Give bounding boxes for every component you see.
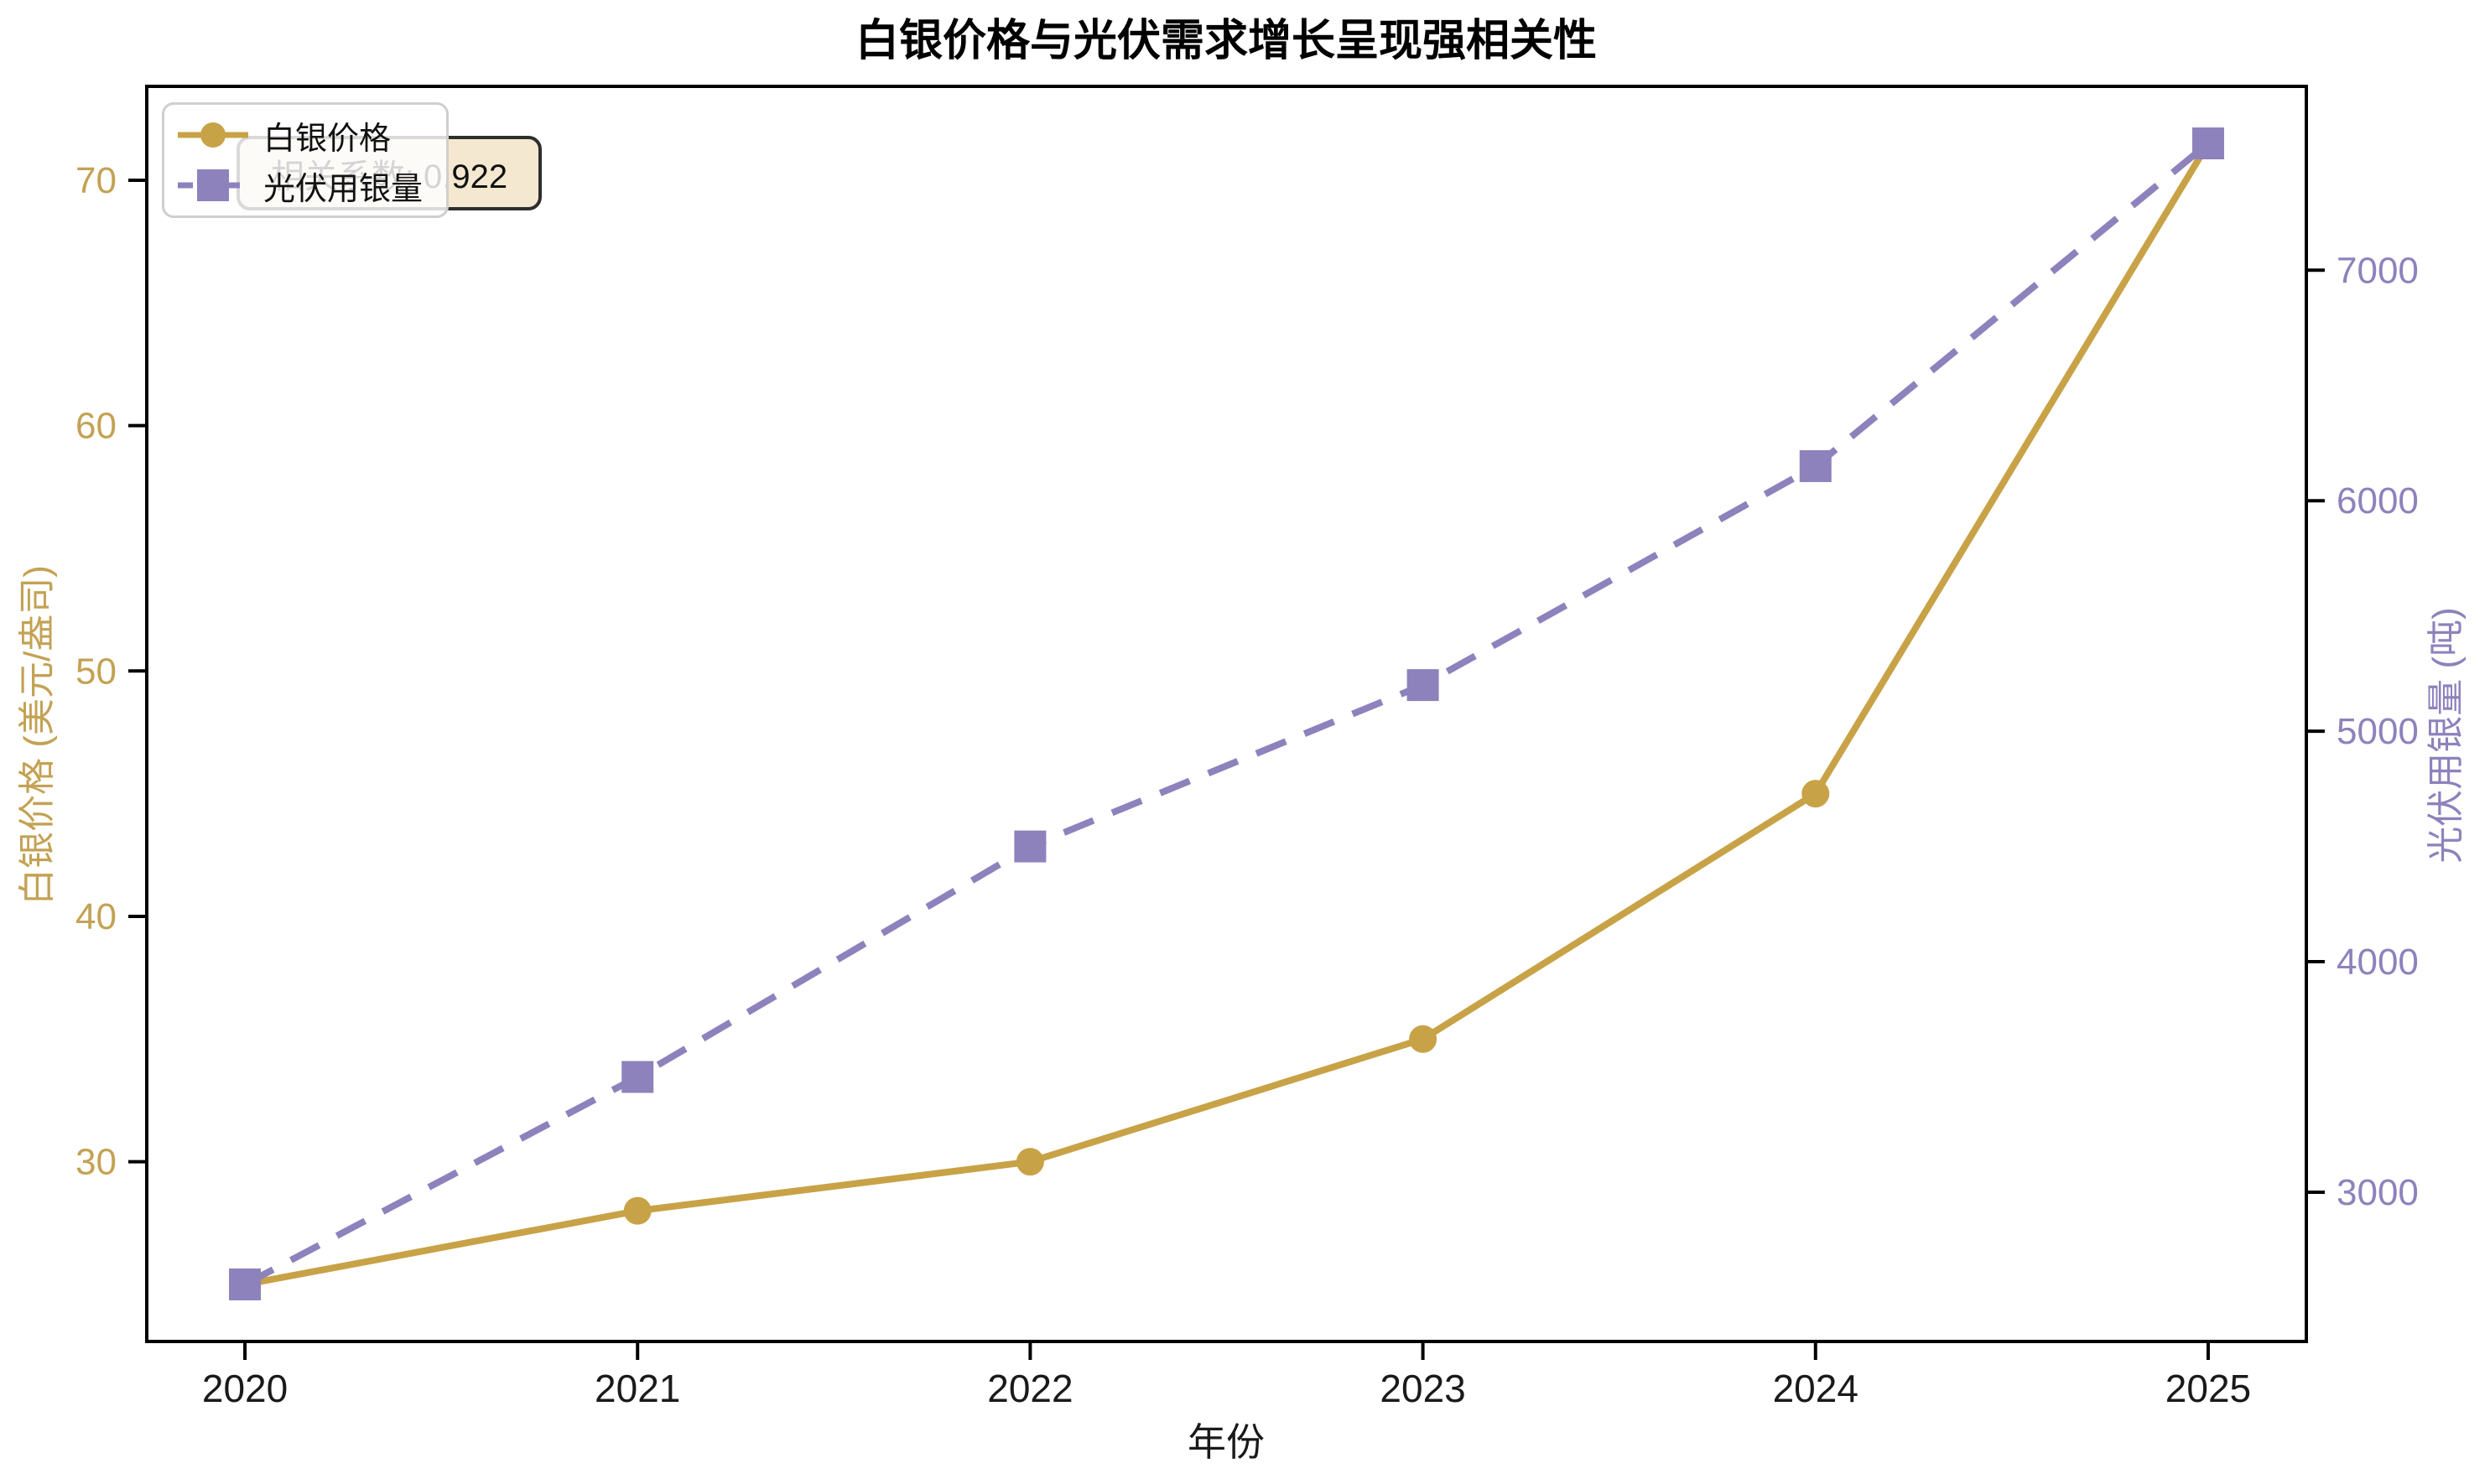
y-right-axis-title: 光伏用银量 (吨): [2425, 607, 2467, 864]
pv-silver-point-marker: [229, 1268, 262, 1300]
legend: 白银价格 光伏用银量: [162, 102, 449, 218]
legend-item-pv-silver: 光伏用银量: [164, 162, 446, 209]
y-left-tick-label: 50: [75, 651, 117, 692]
x-tick-label: 2022: [987, 1367, 1073, 1410]
silver-price-point-marker: [1409, 1025, 1437, 1053]
y-right-tick-label: 4000: [2337, 942, 2419, 983]
pv-silver-point-marker: [1799, 449, 1832, 482]
x-tick-label: 2020: [202, 1367, 288, 1410]
x-axis-title: 年份: [1188, 1420, 1265, 1464]
y-left-tick-label: 70: [75, 160, 117, 201]
pv-silver-point-marker: [2191, 127, 2224, 160]
axes-frame: [145, 85, 2308, 1343]
x-tick-label: 2025: [2165, 1367, 2251, 1410]
pv-silver-point-marker: [621, 1061, 654, 1093]
pv-silver-point-marker: [1014, 830, 1047, 863]
silver-price-point-marker: [623, 1196, 652, 1225]
chart-title: 白银价格与光伏需求增长呈现强相关性: [855, 17, 1597, 65]
y-right-tick-label: 5000: [2337, 711, 2419, 752]
silver-price-point-marker: [1801, 780, 1830, 808]
y-right-tick-label: 7000: [2337, 250, 2419, 291]
silver-price-point-marker: [1016, 1148, 1044, 1176]
x-tick-label: 2024: [1773, 1367, 1858, 1410]
silver-price-line-sample-icon: [178, 122, 248, 148]
y-left-tick-label: 30: [75, 1142, 117, 1183]
y-left-tick-label: 60: [75, 406, 117, 447]
y-right-tick-label: 3000: [2337, 1172, 2419, 1213]
silver-price-line: [244, 141, 2212, 1288]
x-tick-label: 2023: [1380, 1367, 1465, 1410]
legend-label-pv-silver: 光伏用银量: [263, 171, 424, 207]
legend-item-silver-price: 白银价格: [164, 112, 446, 158]
y-left-tick-label: 40: [75, 896, 117, 937]
legend-label-silver-price: 白银价格: [263, 121, 392, 157]
pv-silver-point-marker: [1406, 669, 1439, 702]
pv-silver-line-sample-icon: [178, 169, 248, 201]
y-right-tick-label: 6000: [2337, 480, 2419, 521]
y-left-axis-title: 白银价格 (美元/盎司): [17, 565, 58, 905]
x-tick-label: 2021: [595, 1367, 680, 1410]
pv-silver-line: [243, 140, 2211, 1288]
